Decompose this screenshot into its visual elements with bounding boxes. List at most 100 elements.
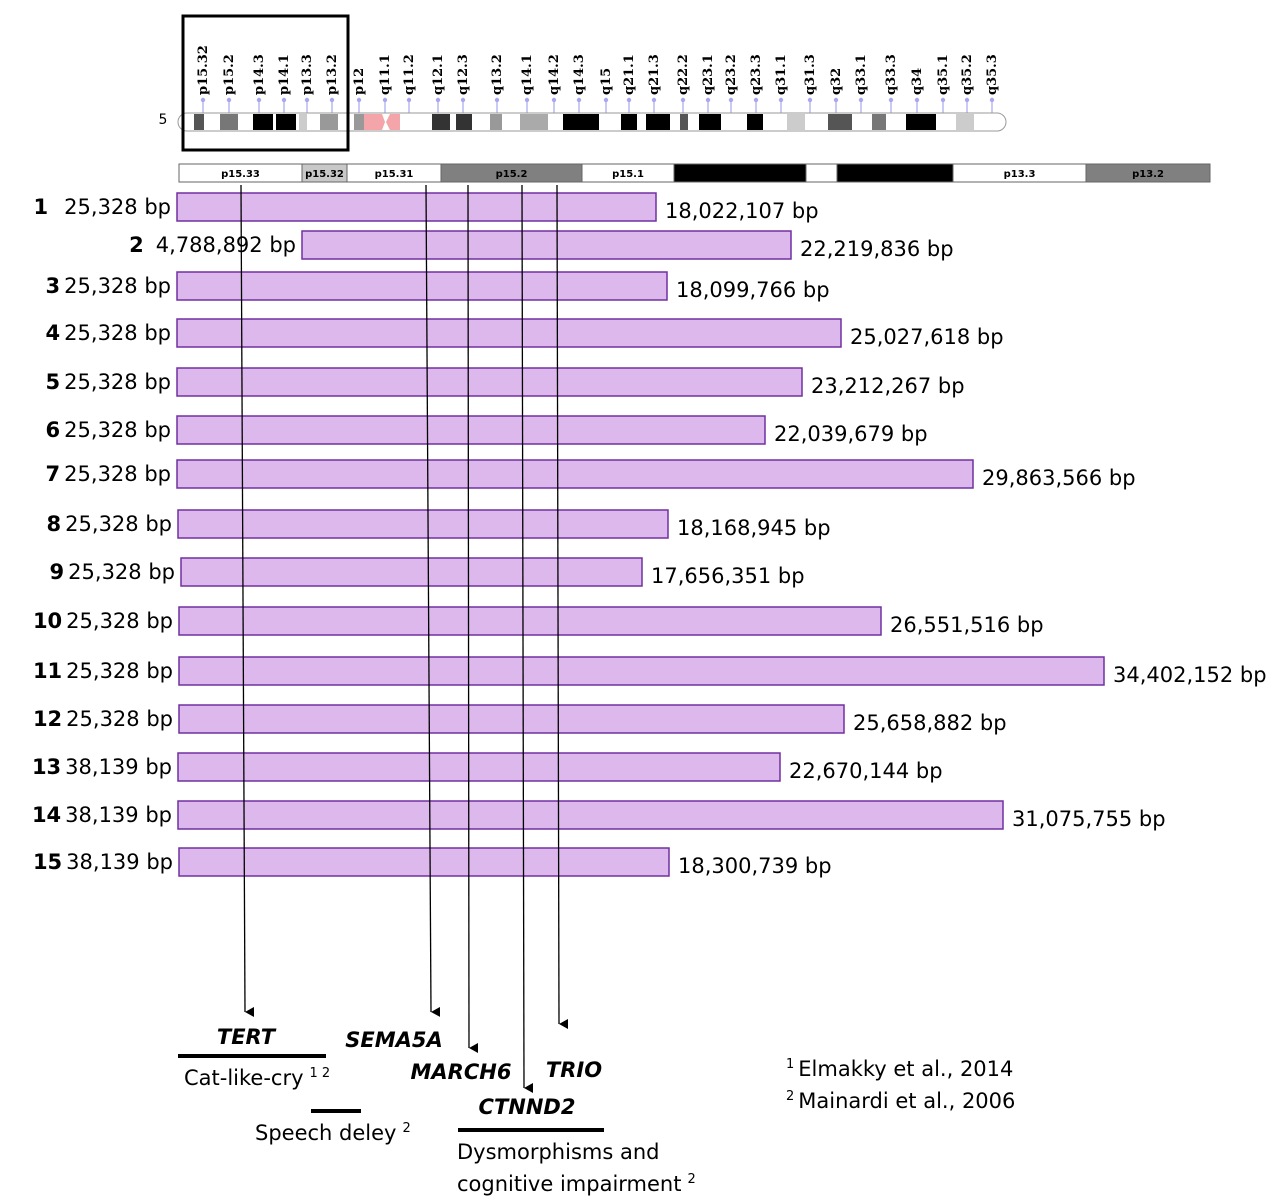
chromosome-band: [194, 114, 204, 130]
band-label: p12: [352, 68, 367, 95]
reference-2: 2 Mainardi et al., 2006: [786, 1089, 1015, 1113]
chromosome-band: [220, 114, 238, 130]
deletion-bar: [177, 752, 781, 782]
deletion-row: 6 25,328 bp 22,039,679 bp: [46, 415, 928, 446]
chromosome-ideogram-bar: [177, 112, 1007, 132]
deletion-row: 11 25,328 bp 34,402,152 bp: [33, 656, 1267, 687]
deletion-end: 18,168,945 bp: [677, 516, 831, 540]
deletion-start: 7 25,328 bp: [46, 462, 171, 486]
speech-delay-label: Speech deley 2: [255, 1121, 411, 1145]
deletion-bar: [176, 192, 657, 222]
centromere: [364, 114, 400, 130]
chromosome-band: [276, 114, 296, 130]
gene-ctnnd2: CTNND2: [479, 1095, 576, 1119]
band-tick-dot: [753, 97, 759, 103]
band-segment: [805, 163, 838, 183]
band-label: q35.3: [985, 54, 1000, 95]
band-label: q34: [910, 68, 925, 95]
band-tick-dot: [304, 97, 310, 103]
dysmorphism-label-line2: cognitive impairment 2: [457, 1172, 696, 1196]
chromosome-band: [747, 114, 763, 130]
deletion-row: 7 25,328 bp 29,863,566 bp: [46, 459, 1136, 490]
deletion-start: 4 25,328 bp: [46, 321, 171, 345]
band-tick-dot: [705, 97, 711, 103]
band-scale-bar: p15.33 p15.32 p15.31 p15.2 p15.1 p14.3 p14.1 p1…: [178, 163, 1211, 183]
deletion-bar: [178, 656, 1105, 686]
chromosome-band: [432, 114, 450, 130]
deletion-end: 22,039,679 bp: [774, 422, 928, 446]
chromosome-band: [320, 114, 338, 130]
chromosome-band: [828, 114, 852, 130]
deletion-bar: [178, 704, 845, 734]
deletion-end: 25,027,618 bp: [850, 325, 1004, 349]
chromosome-band: [456, 114, 472, 130]
band-label: q13.2: [490, 54, 505, 95]
deletion-bar: [177, 800, 1004, 830]
band-tick-dot: [576, 97, 582, 103]
march6-arrow: [467, 184, 479, 1053]
band-label: p14.1: [277, 54, 292, 95]
band-tick-dot: [728, 97, 734, 103]
band-label: p13.3: [300, 54, 315, 95]
chromosome-band: [787, 114, 805, 130]
band-label: p15.2: [222, 54, 237, 95]
band-tick-dot: [329, 97, 335, 103]
deletion-start: 9 25,328 bp: [50, 560, 175, 584]
deletion-row: 15 38,139 bp 18,300,739 bp: [33, 847, 832, 878]
band-label: q23.2: [724, 54, 739, 95]
deletion-map: 1 25,328 bp 18,022,107 bp 2 4,788,892 bp 22,2…: [32, 192, 1267, 878]
band-label: q31.1: [774, 54, 789, 95]
band-label: q14.2: [547, 54, 562, 95]
band-segment-label: p14.1: [879, 169, 911, 180]
band-label: q35.2: [960, 54, 975, 95]
deletion-bar: [180, 557, 643, 587]
chromosome-band: [253, 114, 273, 130]
gene-position-arrows: [240, 184, 569, 1093]
band-tick-dot: [940, 97, 946, 103]
sema5a-arrow: [425, 184, 441, 1017]
band-segment-label: p13.2: [1132, 169, 1164, 180]
deletion-bar: [176, 367, 803, 397]
gene-march6: MARCH6: [411, 1060, 512, 1084]
deletion-start: 5 25,328 bp: [46, 370, 171, 394]
band-tick-dot: [281, 97, 287, 103]
deletion-row: 3 25,328 bp 18,099,766 bp: [46, 271, 830, 302]
tert-arrow: [240, 184, 255, 1017]
band-tick-dot: [356, 97, 362, 103]
band-label: q12.3: [456, 54, 471, 95]
band-label: q21.3: [647, 54, 662, 95]
deletion-bar: [176, 318, 842, 348]
band-tick-dot: [651, 97, 657, 103]
band-tick-dot: [256, 97, 262, 103]
deletion-start: 15 38,139 bp: [33, 850, 173, 874]
band-segment: [1085, 163, 1211, 183]
deletion-row: 5 25,328 bp 23,212,267 bp: [46, 367, 965, 398]
deletion-start: 10 25,328 bp: [33, 609, 173, 633]
band-tick-dot: [680, 97, 686, 103]
chromosome-band: [520, 114, 548, 130]
deletion-end: 26,551,516 bp: [890, 613, 1044, 637]
band-label: p14.3: [252, 54, 267, 95]
band-tick-dot: [603, 97, 609, 103]
deletion-end: 23,212,267 bp: [811, 374, 965, 398]
gene-sema5a: SEMA5A: [345, 1028, 442, 1052]
deletion-start: 6 25,328 bp: [46, 418, 171, 442]
deletion-bar: [176, 459, 974, 489]
band-label: q35.1: [936, 54, 951, 95]
deletion-start: 1 25,328 bp: [34, 195, 171, 219]
deletion-end: 17,656,351 bp: [651, 564, 805, 588]
deletion-end: 25,658,882 bp: [853, 711, 1007, 735]
deletion-bar: [178, 847, 670, 877]
deletion-end: 18,099,766 bp: [676, 278, 830, 302]
deletion-row: 10 25,328 bp 26,551,516 bp: [33, 606, 1044, 637]
deletion-bar: [177, 509, 669, 539]
band-segment-label: p15.31: [375, 169, 414, 180]
band-tick-dot: [888, 97, 894, 103]
band-tick-dot: [460, 97, 466, 103]
band-label: q14.1: [520, 54, 535, 95]
phenotype-annotations: Cat-like-cry 1 2 Speech deley 2 Dysmorphis…: [178, 1054, 696, 1196]
chromosome-ideogram: 5 p15.32 p15.2 p14.3 p14.1 p13.3 p13.2 p12 q11.…: [159, 14, 1007, 152]
deletion-start: 14 38,139 bp: [32, 803, 172, 827]
deletion-end: 18,022,107 bp: [665, 199, 819, 223]
band-segment-label: p14.3: [724, 169, 756, 180]
